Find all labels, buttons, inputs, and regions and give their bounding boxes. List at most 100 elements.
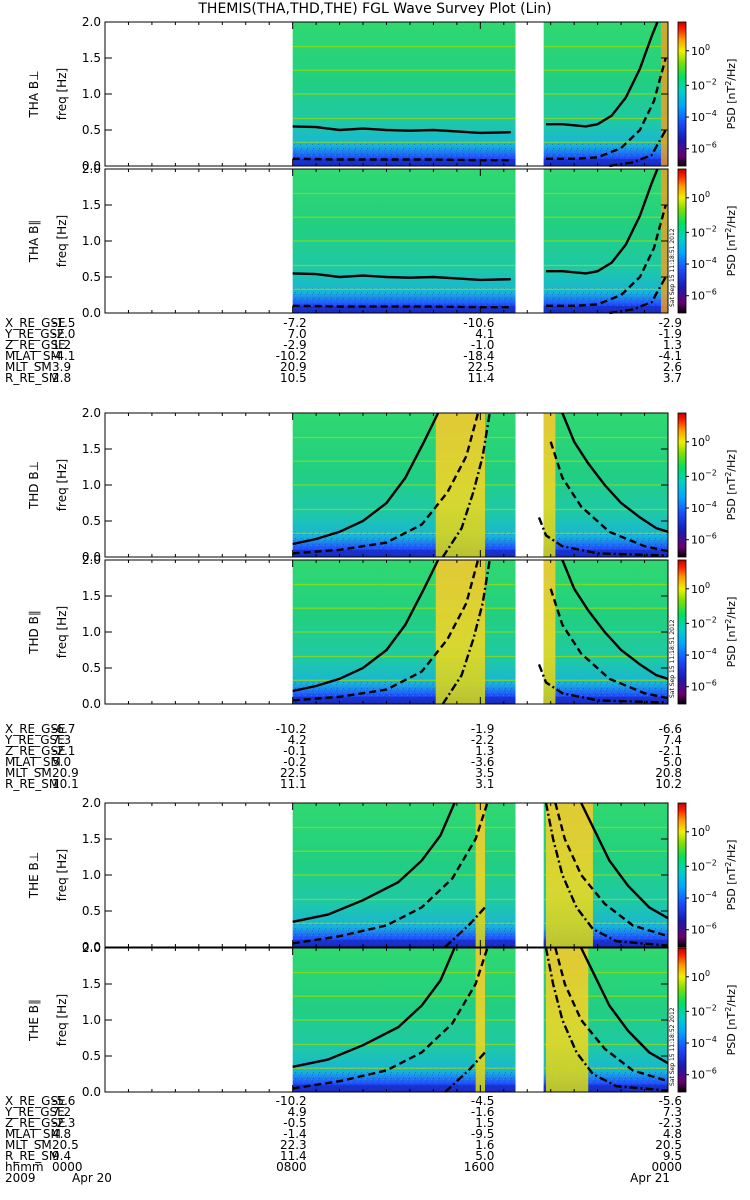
orbit-value: 11.4 bbox=[467, 371, 495, 385]
colorbar-label: PSD [nT2/Hz] bbox=[724, 450, 738, 521]
y-tick-label: 0.0 bbox=[82, 940, 101, 954]
hot-band bbox=[475, 803, 486, 947]
y-tick-label: 1.5 bbox=[82, 198, 101, 212]
y-axis-label: freq [Hz] bbox=[55, 606, 69, 658]
orbit-value: 10.1 bbox=[52, 777, 79, 791]
orbit-value: -2.1 bbox=[52, 744, 76, 758]
orbit-value: -3.6 bbox=[470, 755, 495, 769]
orbit-value: 20.9 bbox=[279, 360, 307, 374]
orbit-row: hhmm 0000 0800 1600 0000 bbox=[0, 1160, 750, 1174]
orbit-row: Y_RE_GSE 7.2 4.9 -1.6 7.3 bbox=[0, 1105, 750, 1119]
hot-band bbox=[546, 803, 593, 947]
panel-label: THE B⊥ bbox=[27, 852, 41, 899]
y-tick-label: 0.5 bbox=[82, 514, 101, 528]
curve-dash bbox=[549, 588, 669, 700]
orbit-row: MLAT_SM 4.8 -1.4 -9.5 4.8 bbox=[0, 1127, 750, 1141]
panel-the-bperp: 0.0 0.5 1.0 1.5 2.0 freq [Hz] THE B⊥ 10−6 10−4 10… bbox=[27, 796, 738, 954]
spectrogram-lowfreq-band bbox=[292, 305, 516, 313]
hot-band bbox=[543, 560, 556, 704]
y-tick-label: 0.5 bbox=[82, 661, 101, 675]
orbit-value: -6.7 bbox=[52, 722, 76, 736]
curve-dashdot bbox=[444, 1051, 486, 1093]
colorbar-tick-label: 10−2 bbox=[691, 1003, 717, 1018]
orbit-value: -4.5 bbox=[470, 1094, 495, 1108]
curve-dash bbox=[546, 204, 667, 307]
y-axis-label: freq [Hz] bbox=[55, 849, 69, 901]
curve-solid bbox=[561, 559, 669, 680]
curve-dashdot bbox=[444, 906, 486, 948]
orbit-value: 20.9 bbox=[52, 766, 79, 780]
orbit-value: 22.5 bbox=[279, 766, 307, 780]
y-tick-label: 1.0 bbox=[82, 478, 101, 492]
y-tick-label: 0.0 bbox=[82, 550, 101, 564]
orbit-value: 1600 bbox=[463, 1160, 495, 1174]
timestamp-stamp: Sat Sep 15 11:18:52 2012 bbox=[669, 1007, 676, 1086]
orbit-value: 1.2 bbox=[52, 338, 72, 352]
y-axis-label: freq [Hz] bbox=[55, 68, 69, 120]
orbit-value: -2.0 bbox=[52, 327, 76, 341]
spectrogram-lowfreq-band bbox=[543, 158, 668, 166]
colorbar-tick-label: 10−4 bbox=[691, 1035, 717, 1050]
orbit-value: 1.6 bbox=[475, 1138, 495, 1152]
orbit-value: -0.5 bbox=[283, 1116, 307, 1130]
panel-the-bpar: 0.0 0.5 1.0 1.5 2.0 freq [Hz] THE B∥ 10−6 10−4 10… bbox=[27, 941, 738, 1099]
orbit-value: -7.2 bbox=[283, 316, 307, 330]
orbit-value: -2.3 bbox=[52, 1116, 76, 1130]
spectrogram-lowfreq-band bbox=[292, 549, 516, 557]
colorbar-tick-label: 10−6 bbox=[691, 141, 717, 156]
colorbar-tick-label: 100 bbox=[691, 43, 710, 58]
orbit-row-label: Y_RE_GSE bbox=[5, 327, 65, 341]
orbit-row-label: Z_RE_GSE bbox=[5, 744, 66, 758]
orbit-row-label: MLT_SM bbox=[5, 1138, 52, 1152]
curve-solid bbox=[546, 21, 659, 128]
orbit-row-label: MLAT_SM bbox=[5, 755, 61, 769]
colorbar bbox=[677, 412, 687, 558]
orbit-value: 7.3 bbox=[662, 1105, 682, 1119]
orbit-value: 7.3 bbox=[52, 733, 72, 747]
orbit-value: 3.5 bbox=[475, 766, 495, 780]
orbit-value: 3.9 bbox=[52, 360, 72, 374]
orbit-value: 22.3 bbox=[279, 1138, 307, 1152]
orbit-row-label: Y_RE_GSE bbox=[5, 733, 65, 747]
orbit-value: 2.6 bbox=[662, 360, 682, 374]
colorbar-label: PSD [nT2/Hz] bbox=[724, 206, 738, 277]
y-axis-label: freq [Hz] bbox=[55, 994, 69, 1046]
colorbar-label: PSD [nT2/Hz] bbox=[724, 59, 738, 130]
orbit-row-label: X_RE_GSE bbox=[5, 1094, 66, 1108]
curve-solid bbox=[561, 412, 669, 533]
y-tick-label: 2.0 bbox=[82, 162, 101, 176]
colorbar-label: PSD [nT2/Hz] bbox=[724, 985, 738, 1056]
colorbar-tick-label: 10−4 bbox=[691, 109, 717, 124]
orbit-row-label: Y_RE_GSE bbox=[5, 1105, 65, 1119]
orbit-row: X_RE_GSE -1.5 -7.2 -10.6 -2.9 bbox=[0, 316, 750, 330]
y-tick-label: 1.5 bbox=[82, 832, 101, 846]
orbit-row: MLT_SM 20.9 22.5 3.5 20.8 bbox=[0, 766, 750, 780]
curve-dash bbox=[292, 304, 511, 309]
spectrogram-lowfreq-band bbox=[543, 305, 668, 313]
y-tick-label: 2.0 bbox=[82, 796, 101, 810]
panel-label: THA B⊥ bbox=[27, 70, 41, 118]
orbit-row: R_RE_SM 2.8 10.5 11.4 3.7 bbox=[0, 371, 750, 385]
colorbar-tick-label: 10−4 bbox=[691, 890, 717, 905]
y-tick-label: 0.5 bbox=[82, 904, 101, 918]
orbit-value: -0.1 bbox=[283, 744, 307, 758]
orbit-row-label: Z_RE_GSE bbox=[5, 1116, 66, 1130]
colorbar-tick-label: 10−2 bbox=[691, 224, 717, 239]
orbit-value: 20.8 bbox=[655, 766, 682, 780]
orbit-value: -9.5 bbox=[470, 1127, 495, 1141]
hot-band bbox=[435, 413, 486, 557]
hot-band bbox=[435, 560, 486, 704]
panel-label: THD B⊥ bbox=[27, 461, 41, 510]
orbit-value: 11.1 bbox=[279, 777, 307, 791]
colorbar-tick-label: 10−6 bbox=[691, 532, 717, 547]
curve-dash bbox=[292, 157, 511, 162]
y-tick-label: 2.0 bbox=[82, 553, 101, 567]
curve-solid bbox=[580, 947, 669, 1065]
colorbar-tick-label: 10−4 bbox=[691, 647, 717, 662]
spectrogram-lowfreq-band bbox=[292, 158, 516, 166]
curve-dashdot bbox=[544, 947, 669, 1092]
orbit-value: 1.5 bbox=[475, 1116, 495, 1130]
orbit-row-label: R_RE_SM bbox=[5, 777, 60, 791]
orbit-row-label: X_RE_GSE bbox=[5, 316, 66, 330]
